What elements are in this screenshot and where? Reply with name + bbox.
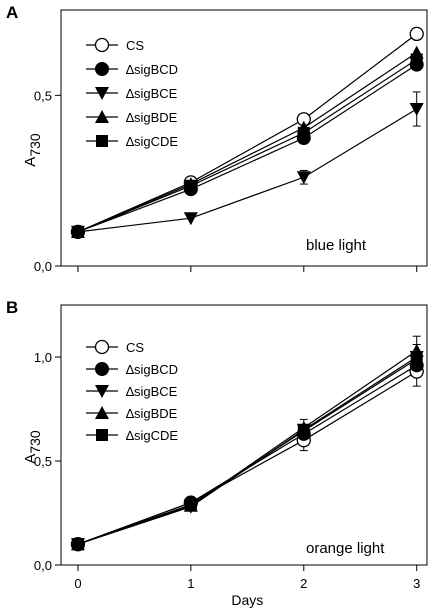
legend-marker: [96, 135, 108, 147]
data-point: [183, 212, 198, 226]
y-tick-label: 0,0: [34, 259, 52, 274]
legend-label: ∆sigCDE: [126, 428, 178, 443]
x-tick-label: 3: [413, 576, 420, 591]
legend-marker: [95, 385, 109, 398]
legend-marker: [95, 406, 109, 419]
legend-marker: [95, 110, 109, 123]
series-line: [77, 52, 418, 233]
y-tick-label: 0,5: [34, 454, 52, 469]
data-point: [409, 26, 424, 42]
legend-entry: ∆sigCDE: [86, 428, 178, 443]
y-tick-label: 0,5: [34, 88, 52, 103]
legend-label: ∆sigCDE: [126, 134, 178, 149]
legend-entry: ∆sigBCD: [86, 362, 178, 377]
series: [70, 356, 424, 552]
y-tick-label: 0,0: [34, 558, 52, 573]
data-point: [297, 424, 310, 437]
data-point: [71, 225, 84, 238]
legend-entry: ∆sigBDE: [86, 110, 178, 125]
plot-frame: [60, 304, 428, 566]
legend-marker: [95, 62, 109, 76]
y-tick-label: 1,0: [34, 350, 52, 365]
panel-label: B: [6, 298, 18, 317]
legend-label: ∆sigBCE: [126, 384, 178, 399]
legend-label: ∆sigBDE: [126, 406, 178, 421]
x-tick-label: 1: [187, 576, 194, 591]
series: [70, 344, 424, 552]
legend-entry: CS: [86, 339, 144, 355]
legend-marker: [94, 339, 110, 355]
legend-label: ∆sigBCD: [126, 62, 178, 77]
series-line: [77, 350, 418, 545]
series: [70, 91, 424, 239]
x-axis-label: Days: [231, 592, 263, 608]
y-axis-label: A730: [22, 430, 43, 464]
plot-frame: [60, 9, 428, 267]
legend-marker: [95, 87, 109, 100]
x-tick-label: 2: [300, 576, 307, 591]
legend-marker: [95, 362, 109, 376]
legend-label: CS: [126, 340, 144, 355]
data-point: [184, 179, 197, 192]
series-line: [77, 64, 418, 233]
legend-label: ∆sigBCD: [126, 362, 178, 377]
condition-annotation: orange light: [306, 540, 385, 557]
legend-label: ∆sigBCE: [126, 86, 178, 101]
series: [70, 45, 424, 238]
legend-entry: ∆sigBCE: [86, 86, 178, 101]
legend-entry: CS: [86, 37, 144, 53]
series: [70, 358, 424, 552]
series: [71, 53, 423, 238]
data-point: [296, 171, 311, 185]
data-point: [297, 126, 310, 139]
condition-annotation: blue light: [306, 237, 367, 254]
panel-a: A 0,0 0,5 A730 CS ∆sigBCD ∆sigBCE ∆sigBDE ∆sigCD…: [6, 3, 428, 274]
series: [70, 26, 424, 240]
legend-entry: ∆sigBDE: [86, 406, 178, 421]
legend-entry: ∆sigBCE: [86, 384, 178, 399]
series: [71, 353, 423, 551]
legend-marker: [94, 37, 110, 53]
legend-marker: [96, 429, 108, 441]
series-line: [77, 58, 418, 233]
series-line: [77, 33, 418, 233]
y-axis-label: A730: [22, 133, 43, 167]
data-point: [410, 353, 423, 366]
data-point: [184, 498, 197, 511]
legend-entry: ∆sigCDE: [86, 134, 178, 149]
data-point: [71, 538, 84, 551]
legend-label: CS: [126, 38, 144, 53]
panel-b: B 0,0 0,5 1,0 0 1 2 3 A730 Days CS ∆sigBCD ∆sigBCE ∆s…: [6, 298, 428, 608]
legend-entry: ∆sigBCD: [86, 62, 178, 77]
data-point: [410, 53, 423, 66]
series: [70, 335, 424, 551]
panel-label: A: [6, 3, 18, 22]
data-point: [409, 102, 424, 116]
series-line: [77, 358, 418, 545]
legend-label: ∆sigBDE: [126, 110, 178, 125]
series-line: [77, 108, 418, 233]
x-tick-label: 0: [74, 576, 81, 591]
